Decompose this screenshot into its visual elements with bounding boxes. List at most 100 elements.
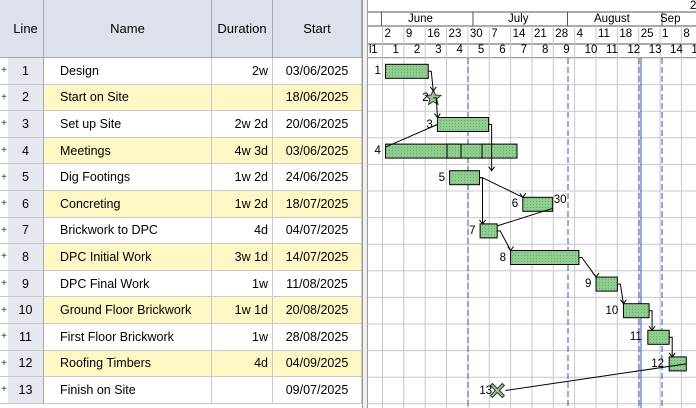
task-bar-label: 8	[499, 251, 506, 264]
week-number-label: 3	[435, 44, 442, 56]
task-start-date[interactable]: 18/07/2025	[273, 191, 362, 218]
row-handle[interactable]: +	[0, 271, 8, 298]
task-start-date[interactable]: 24/06/2025	[273, 164, 362, 191]
task-name[interactable]: Meetings	[44, 137, 212, 165]
task-duration[interactable]: 3w 1d	[212, 244, 273, 271]
column-header-line[interactable]: Line	[8, 0, 44, 58]
row-handle[interactable]: +	[0, 218, 8, 245]
row-handle[interactable]: +	[0, 85, 8, 112]
task-bar	[668, 356, 687, 372]
task-name[interactable]: DPC Final Work	[44, 270, 212, 298]
row-handle[interactable]: +	[0, 164, 8, 191]
pane-splitter[interactable]	[362, 0, 368, 408]
week-number-label: 12	[627, 44, 641, 56]
task-start-date[interactable]: 03/06/2025	[273, 137, 362, 165]
task-name[interactable]: Design	[44, 58, 212, 85]
column-header-duration[interactable]: Duration	[212, 0, 273, 58]
row-handle[interactable]: +	[0, 191, 8, 218]
gantt-chart[interactable]: June July August Sep 2 2 9 16 23 30 7 14 21 28 4 11 18 25…	[368, 0, 696, 408]
task-duration[interactable]: 1w 1d	[212, 297, 273, 324]
dependency-arrowhead	[620, 299, 627, 305]
task-name[interactable]: Dig Footings	[44, 164, 212, 191]
task-duration[interactable]: 4w 3d	[212, 137, 273, 165]
task-line-number: 9	[8, 270, 44, 298]
row-handle[interactable]: +	[0, 297, 8, 324]
task-bar-label: 3	[426, 118, 433, 131]
task-line-number: 4	[8, 137, 44, 165]
task-start-date[interactable]: 04/07/2025	[273, 217, 362, 245]
row-handle[interactable]: +	[0, 138, 8, 165]
timeline-leading-label: l	[369, 44, 372, 56]
task-bar-label: 7	[469, 224, 476, 237]
task-bar-label: 6	[511, 198, 519, 211]
task-name[interactable]: First Floor Brickwork	[44, 324, 212, 351]
task-name[interactable]: Start on Site	[44, 84, 212, 112]
column-header-start[interactable]: Start	[273, 0, 362, 58]
task-start-date[interactable]: 03/06/2025	[273, 58, 362, 85]
task-duration[interactable]: 2w	[212, 58, 273, 85]
month-label: August	[594, 13, 630, 25]
week-tick-label: 30	[469, 28, 483, 40]
task-duration[interactable]: 1w 2d	[212, 191, 273, 218]
task-bar	[385, 63, 429, 79]
row-handle[interactable]: +	[0, 244, 8, 271]
row-handle[interactable]: +	[0, 324, 8, 351]
task-start-date[interactable]: 09/07/2025	[273, 377, 362, 404]
task-line-number: 7	[8, 217, 44, 245]
task-start-date[interactable]: 11/08/2025	[273, 270, 362, 298]
task-start-date[interactable]: 18/06/2025	[273, 84, 362, 112]
row-handle[interactable]: +	[0, 111, 8, 138]
row-handle[interactable]: +	[0, 58, 8, 85]
task-name[interactable]: Ground Floor Brickwork	[44, 297, 212, 324]
task-bar-label: 2	[422, 91, 429, 104]
task-duration[interactable]: 1w	[212, 324, 273, 351]
week-tick-label: 28	[555, 28, 569, 40]
task-name[interactable]: Set up Site	[44, 111, 212, 138]
task-name[interactable]: Brickwork to DPC	[44, 217, 212, 245]
dependency-link	[433, 97, 438, 118]
task-bar-label: 1	[374, 65, 381, 78]
dependency-arrowhead	[668, 352, 676, 358]
task-duration[interactable]: 4d	[212, 350, 273, 378]
task-start-date[interactable]: 20/06/2025	[273, 111, 362, 138]
task-name[interactable]: Roofing Timbers	[44, 350, 212, 378]
dependency-link	[669, 336, 673, 357]
task-start-date[interactable]: 04/09/2025	[273, 350, 362, 378]
task-bar-label: 4	[374, 145, 381, 158]
week-tick-label: 18	[619, 28, 633, 40]
week-number-label: 8	[541, 44, 549, 56]
task-bar-label: 11	[629, 331, 642, 344]
task-duration[interactable]	[212, 84, 273, 112]
row-handle[interactable]: +	[0, 351, 8, 378]
task-duration[interactable]	[212, 377, 273, 404]
week-number-label: 11	[606, 44, 618, 56]
year-label: 2	[690, 0, 696, 12]
dependency-link	[578, 257, 597, 278]
week-number-label: 1	[371, 44, 378, 56]
task-bar	[647, 329, 670, 345]
week-number-label: 9	[563, 44, 570, 56]
task-line-number: 11	[8, 324, 44, 351]
task-duration[interactable]: 4d	[212, 217, 273, 245]
dependency-link	[479, 177, 483, 224]
task-name[interactable]: Concreting	[44, 191, 212, 218]
task-start-date[interactable]: 28/08/2025	[273, 324, 362, 351]
week-tick-label: 21	[533, 28, 547, 40]
week-tick-label: 23	[448, 28, 462, 40]
task-name[interactable]: Finish on Site	[44, 377, 212, 404]
task-duration[interactable]: 2w 2d	[212, 111, 273, 138]
task-start-date[interactable]: 14/07/2025	[273, 244, 362, 271]
task-start-date[interactable]: 20/08/2025	[273, 297, 362, 324]
column-header-name[interactable]: Name	[44, 0, 212, 58]
task-line-number: 6	[8, 191, 44, 218]
task-bar	[510, 250, 580, 265]
task-bar-segment	[481, 143, 518, 159]
dependency-link	[479, 177, 524, 198]
dependency-arrowhead	[434, 113, 441, 119]
task-duration[interactable]: 1w	[212, 270, 273, 298]
task-duration[interactable]: 1w 2d	[212, 164, 273, 191]
task-name[interactable]: DPC Initial Work	[44, 244, 212, 271]
week-tick-label: 25	[640, 28, 654, 40]
milestone-star	[424, 88, 443, 106]
row-handle[interactable]: +	[0, 377, 8, 404]
